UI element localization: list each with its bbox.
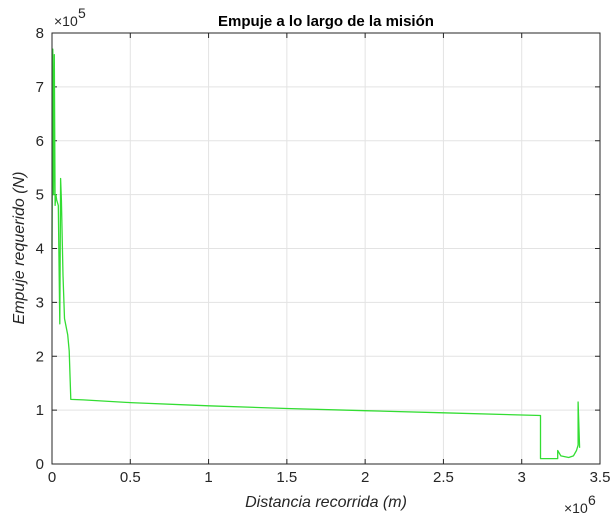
tick-labels: 0 0.5 1 1.5 2 2.5 3 3.5 0 1 2 3 4 5 6 7 8 [36,25,611,486]
y-tick-label: 0 [36,456,44,473]
y-tick-label: 4 [36,241,44,258]
series-line-1 [51,48,581,460]
chart-title: Empuje a lo largo de la misión [218,13,434,30]
y-multiplier-exp: 5 [78,5,86,21]
y-axis-label: Empuje requerido (N) [11,172,28,325]
y-tick-label: 8 [36,25,44,42]
y-tick-label: 2 [36,348,44,365]
y-tick-label: 5 [36,187,44,204]
x-tick-label: 1.5 [276,469,297,486]
x-tick-label: 3 [518,469,526,486]
x-tick-label: 1 [204,469,212,486]
x-multiplier-exp: 6 [588,492,596,508]
y-tick-label: 1 [36,402,44,419]
y-tick-label: 3 [36,294,44,311]
x-multiplier-base: ×10 [564,500,588,516]
plot-frame [51,32,601,465]
x-tick-label: 0.5 [120,469,141,486]
y-tick-label: 6 [36,133,44,150]
x-tick-label: 2.5 [433,469,454,486]
x-multiplier: ×10 6 [564,492,596,516]
x-axis-label: Distancia recorrida (m) [245,494,407,511]
y-tick-label: 7 [36,79,44,96]
y-multiplier-base: ×10 [54,13,78,29]
x-tick-label: 3.5 [590,469,611,486]
y-multiplier: ×10 5 [54,5,86,29]
x-tick-label: 2 [361,469,369,486]
x-tick-label: 0 [48,469,56,486]
series-layer [51,48,581,460]
